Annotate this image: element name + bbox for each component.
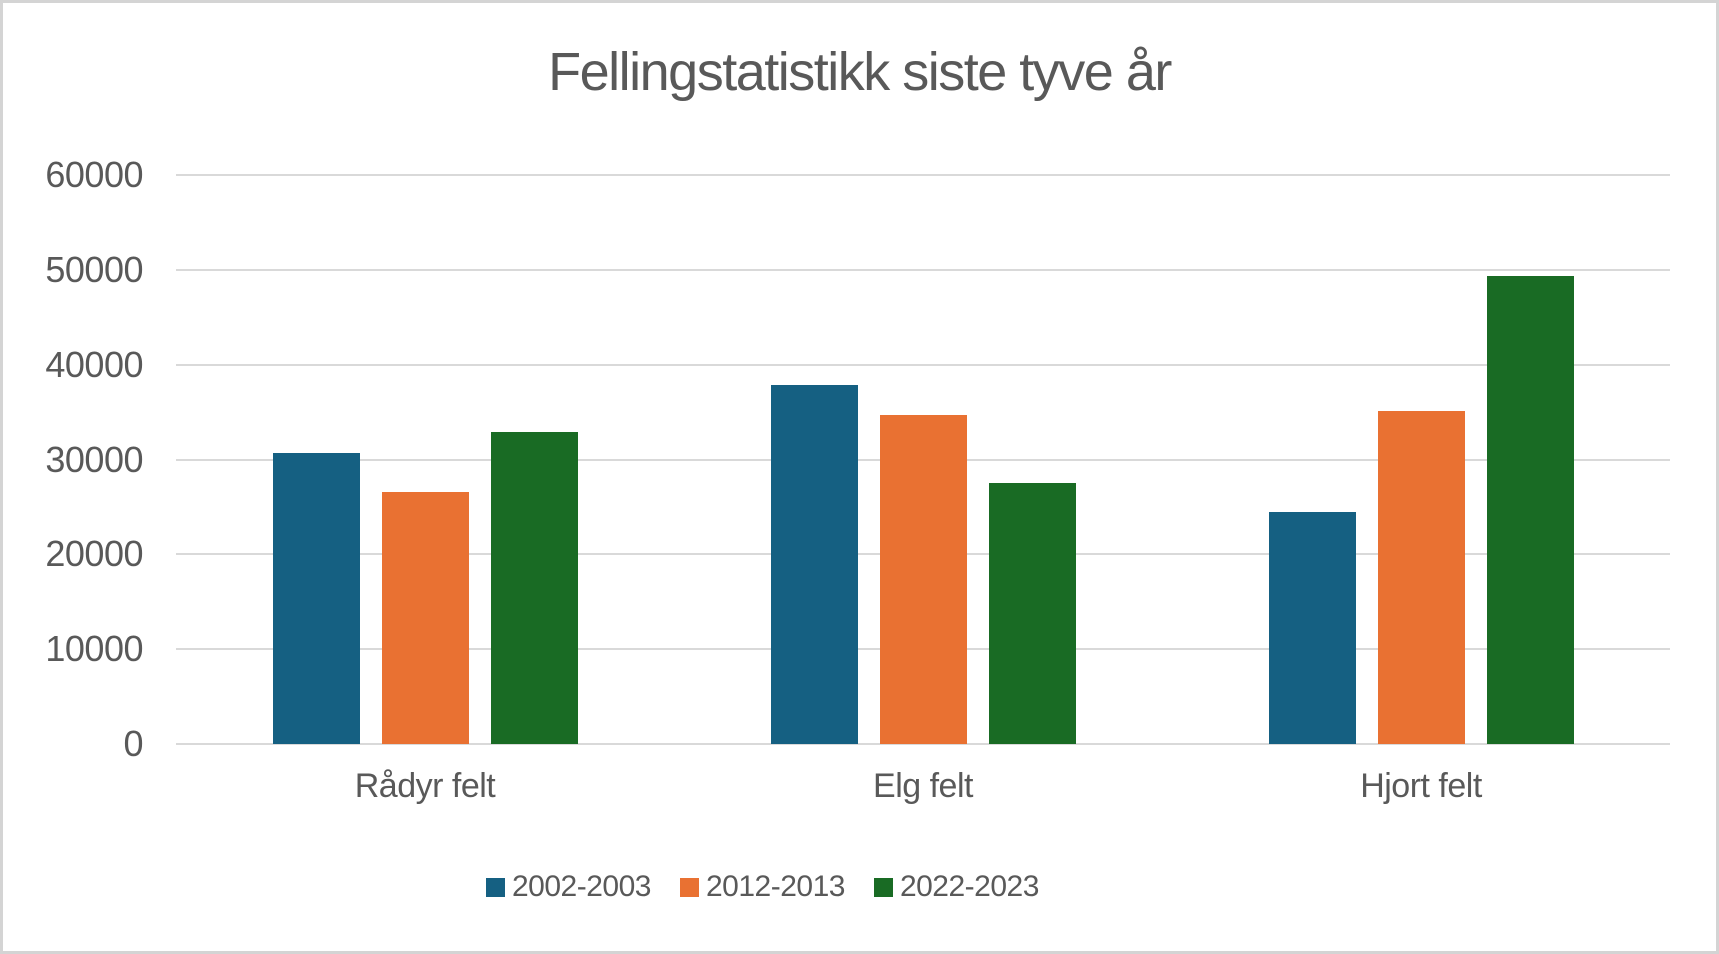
bar-2002-2003-hjort-felt xyxy=(1268,511,1356,744)
plot-area xyxy=(176,174,1670,745)
legend-swatch-icon xyxy=(679,877,699,897)
x-category-label-3: Hjort felt xyxy=(1360,767,1482,805)
gridline-60000 xyxy=(176,174,1670,176)
y-tick-label-10000: 10000 xyxy=(45,628,143,670)
y-tick-label-60000: 60000 xyxy=(45,154,143,195)
bar-2022-2023-elg-felt xyxy=(988,483,1076,744)
y-tick-label-30000: 30000 xyxy=(45,438,143,480)
legend-label: 2012-2013 xyxy=(705,870,845,903)
gridline-40000 xyxy=(176,363,1670,366)
bar-2022-2023-hjort-felt xyxy=(1486,276,1574,744)
legend-swatch-icon xyxy=(486,877,505,897)
legend-item-2022-2023: 2022-2023 xyxy=(873,870,1039,904)
x-category-label-1: Rådyr felt xyxy=(354,767,496,805)
bar-2022-2023-rådyr-felt xyxy=(490,431,578,744)
bar-2012-2013-rådyr-felt xyxy=(381,491,469,744)
bar-2002-2003-elg-felt xyxy=(770,384,858,744)
legend-item-2002-2003: 2002-2003 xyxy=(486,870,651,904)
bar-2012-2013-hjort-felt xyxy=(1377,411,1465,744)
bar-2012-2013-elg-felt xyxy=(879,414,967,744)
y-tick-label-20000: 20000 xyxy=(45,533,143,575)
y-tick-label-40000: 40000 xyxy=(45,343,143,385)
legend: 2002-2003 2012-2013 2022-2023 xyxy=(486,870,1039,904)
x-axis-line xyxy=(176,743,1670,745)
bar-2002-2003-rådyr-felt xyxy=(272,452,360,744)
y-tick-label-50000: 50000 xyxy=(45,248,143,290)
legend-swatch-icon xyxy=(873,877,893,897)
legend-label: 2022-2023 xyxy=(899,870,1039,903)
legend-label: 2002-2003 xyxy=(512,870,651,903)
y-tick-label-0: 0 xyxy=(123,723,143,764)
gridline-50000 xyxy=(176,268,1670,271)
chart-title: Fellingstatistikk siste tyve år xyxy=(548,42,1172,102)
legend-item-2012-2013: 2012-2013 xyxy=(679,870,845,904)
x-category-label-2: Elg felt xyxy=(873,767,973,805)
